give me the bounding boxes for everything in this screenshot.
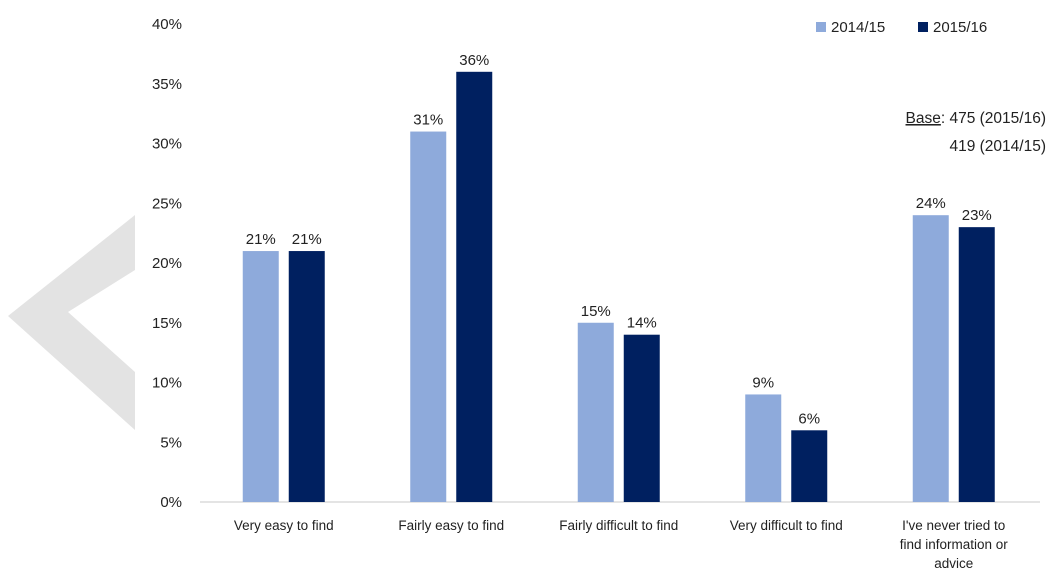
data-label: 24% xyxy=(916,195,946,212)
bar xyxy=(288,251,325,502)
y-tick-label: 35% xyxy=(152,76,182,93)
base-label: Base xyxy=(906,110,941,127)
bars xyxy=(242,71,995,503)
x-tick-label: Very easy to find xyxy=(234,518,334,533)
base-annotation: Base: 475 (2015/16) 419 (2014/15) xyxy=(906,110,1046,155)
base-line-1: Base: 475 (2015/16) xyxy=(906,110,1046,127)
y-tick-label: 40% xyxy=(152,16,182,33)
data-label: 14% xyxy=(627,315,657,332)
y-tick-label: 5% xyxy=(160,434,182,451)
data-label: 31% xyxy=(413,112,443,129)
bar xyxy=(242,251,279,502)
bar xyxy=(410,131,447,503)
watermark-chevron xyxy=(8,215,135,430)
legend-label-2015-16: 2015/16 xyxy=(933,19,987,36)
base-line-2: 419 (2014/15) xyxy=(949,138,1046,155)
x-tick-label: Very difficult to find xyxy=(730,518,843,533)
x-tick-label: Fairly easy to find xyxy=(398,518,504,533)
y-tick-label: 20% xyxy=(152,255,182,272)
x-tick-label-line: Very difficult to find xyxy=(730,518,843,533)
legend: 2014/15 2015/16 xyxy=(816,19,987,36)
data-label: 21% xyxy=(246,231,276,248)
data-label: 21% xyxy=(292,231,322,248)
x-axis: Very easy to find Fairly easy to find Fair… xyxy=(234,518,1008,571)
bar xyxy=(745,394,782,502)
y-tick-label: 25% xyxy=(152,195,182,212)
x-tick-label-line: Very easy to find xyxy=(234,518,334,533)
legend-label-2014-15: 2014/15 xyxy=(831,19,885,36)
bar xyxy=(791,430,828,502)
x-tick-label: I've never tried to find information or ad… xyxy=(900,518,1009,571)
bar xyxy=(623,334,660,502)
data-label: 36% xyxy=(459,52,489,69)
bar xyxy=(456,71,493,503)
x-tick-label: Fairly difficult to find xyxy=(559,518,678,533)
data-label: 9% xyxy=(752,374,774,391)
legend-swatch-2014-15 xyxy=(816,22,826,32)
legend-swatch-2015-16 xyxy=(918,22,928,32)
y-axis: 0% 5% 10% 15% 20% 25% 30% 35% 40% xyxy=(152,16,182,511)
x-tick-label-line: find information or xyxy=(900,537,1009,552)
data-label: 23% xyxy=(962,207,992,224)
x-tick-label-line: Fairly difficult to find xyxy=(559,518,678,533)
x-tick-label-line: I've never tried to xyxy=(902,518,1005,533)
base-value-2015-16: : 475 (2015/16) xyxy=(941,110,1046,127)
y-tick-label: 15% xyxy=(152,315,182,332)
y-tick-label: 10% xyxy=(152,375,182,392)
data-label: 6% xyxy=(798,410,820,427)
bar xyxy=(912,215,949,502)
x-tick-label-line: Fairly easy to find xyxy=(398,518,504,533)
data-label: 15% xyxy=(581,303,611,320)
x-tick-label-line: advice xyxy=(934,556,973,571)
bar xyxy=(958,227,995,502)
y-tick-label: 30% xyxy=(152,136,182,153)
data-labels: 21% 21% 31% 36% 15% 14% 9% 6% 24% 23% xyxy=(246,52,992,427)
y-tick-label: 0% xyxy=(160,494,182,511)
bar xyxy=(577,322,614,502)
